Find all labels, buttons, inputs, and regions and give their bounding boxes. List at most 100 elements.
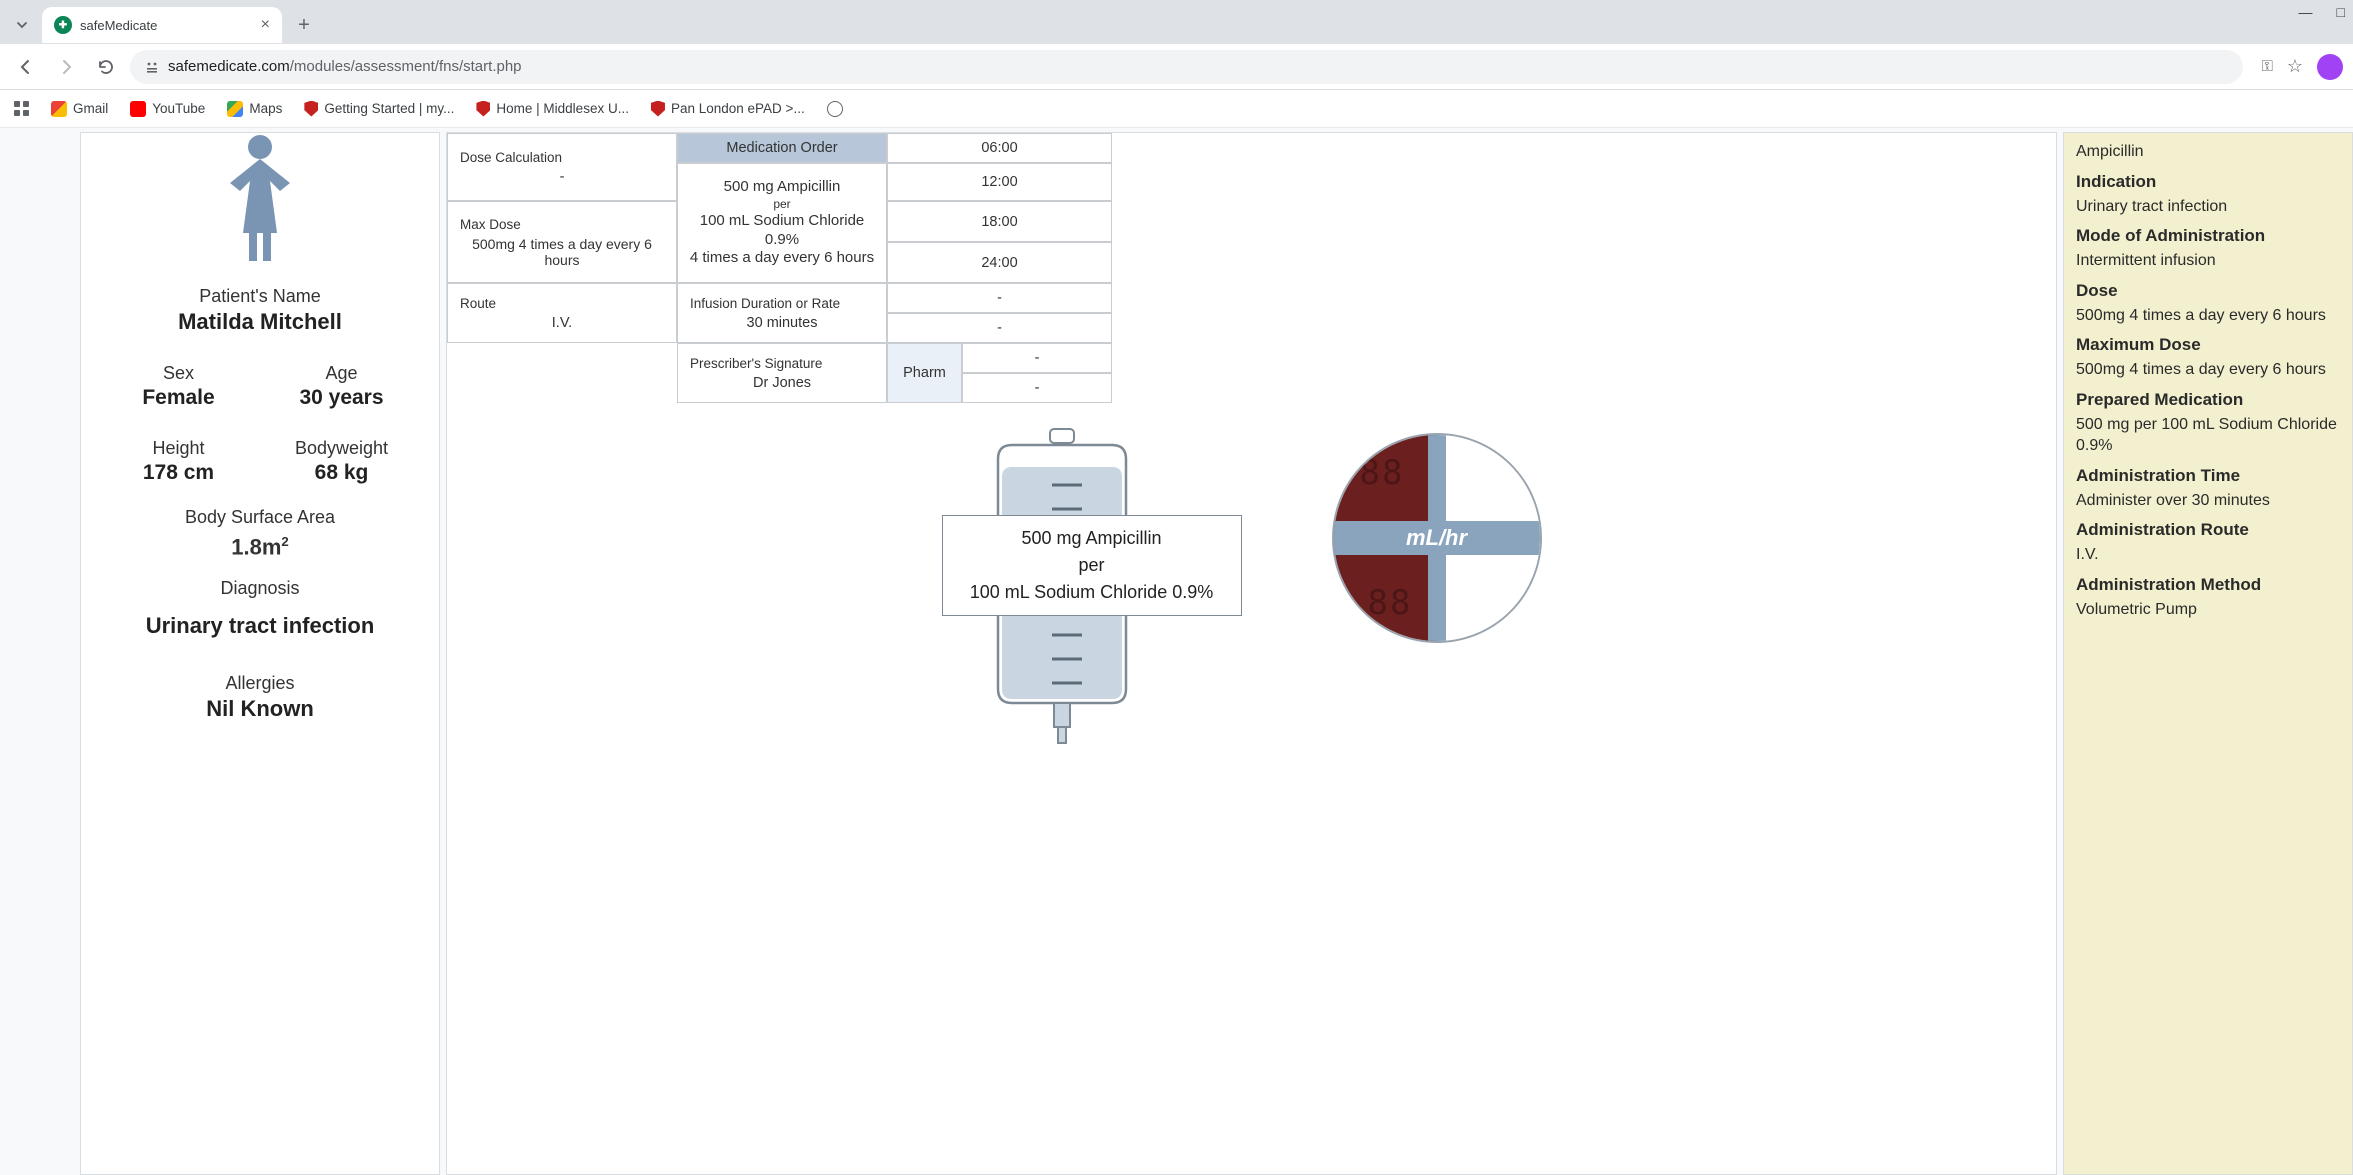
bookmarks-bar: Gmail YouTube Maps Getting Started | my.… [0,90,2353,128]
infusion-area: 500 mg Ampicillin per 100 mL Sodium Chlo… [447,403,2056,760]
apps-button[interactable] [14,101,29,116]
pump-digit-icon: 88 [1360,453,1405,493]
dose-calc-cell: Dose Calculation - [447,133,677,201]
bookmark-label: Getting Started | my... [324,101,454,116]
diagnosis-value: Urinary tract infection [97,613,423,639]
indication-heading: Indication [2076,171,2340,194]
prep-value: 500 mg per 100 mL Sodium Chloride 0.9% [2076,414,2340,457]
time-cell: - [962,373,1112,403]
route-label: Route [456,296,668,311]
favicon-icon: ✚ [54,16,72,34]
max-dose-value: 500mg 4 times a day every 6 hours [456,236,668,268]
maxdose-value: 500mg 4 times a day every 6 hours [2076,359,2340,381]
pump-digit-icon: 88 [1368,583,1413,623]
time-cell: 12:00 [887,163,1112,201]
med-order-header: Medication Order [677,133,887,163]
sex-label: Sex [97,363,260,384]
profile-avatar[interactable] [2317,54,2343,80]
window-controls: — □ [2299,4,2345,20]
drug-info-panel: Ampicillin Indication Urinary tract infe… [2063,132,2353,1175]
gmail-icon [51,101,67,117]
bookmark-maps[interactable]: Maps [227,101,282,117]
bookmark-label: Pan London ePAD >... [671,101,805,116]
admintime-heading: Administration Time [2076,465,2340,488]
mode-value: Intermittent infusion [2076,250,2340,272]
page-content: Patient's Name Matilda Mitchell Sex Fema… [0,128,2353,1175]
minimize-icon[interactable]: — [2299,4,2313,20]
time-cell: - [887,283,1112,313]
iv-bag-label: 500 mg Ampicillin per 100 mL Sodium Chlo… [942,515,1242,616]
infusion-value: 30 minutes [747,315,818,331]
globe-icon [827,101,843,117]
bookmark-getting-started[interactable]: Getting Started | my... [304,101,454,117]
new-tab-button[interactable]: + [290,11,318,39]
medication-order-cell: 500 mg Ampicillin per 100 mL Sodium Chlo… [677,163,887,283]
bookmark-middlesex[interactable]: Home | Middlesex U... [476,101,629,117]
bookmark-label: Maps [249,101,282,116]
reload-button[interactable] [90,51,122,83]
time-cell: 06:00 [887,133,1112,163]
tab-search-dropdown[interactable] [8,11,36,39]
max-dose-cell: Max Dose 500mg 4 times a day every 6 hou… [447,201,677,283]
bookmark-youtube[interactable]: YouTube [130,101,205,117]
tab-strip: ✚ safeMedicate × + — □ [0,0,2353,44]
shield-icon [476,101,490,117]
dose-calc-label: Dose Calculation [456,150,668,165]
med-line: 500 mg Ampicillin [724,178,841,197]
time-cell: 24:00 [887,242,1112,283]
tab-title: safeMedicate [80,18,157,33]
patient-name-label: Patient's Name [97,286,423,307]
mode-heading: Mode of Administration [2076,225,2340,248]
bsa-value: 1.8m2 [97,534,423,560]
sex-value: Female [97,386,260,410]
close-tab-icon[interactable]: × [261,16,270,34]
patient-name: Matilda Mitchell [97,309,423,335]
medication-order-table: Medication Order Dose Calculation - 06:0… [447,133,2056,403]
admintime-value: Administer over 30 minutes [2076,490,2340,512]
time-cell: - [887,313,1112,343]
time-cell: 18:00 [887,201,1112,242]
password-icon[interactable]: ⚿ [2261,58,2272,75]
bag-label-line: 500 mg Ampicillin [957,528,1227,549]
pump-dial[interactable]: 88 88 mL/hr [1332,433,1542,643]
bookmark-gmail[interactable]: Gmail [51,101,108,117]
method-value: Volumetric Pump [2076,599,2340,621]
height-label: Height [97,438,260,459]
allergies-label: Allergies [97,673,423,694]
dose-value: 500mg 4 times a day every 6 hours [2076,305,2340,327]
patient-panel: Patient's Name Matilda Mitchell Sex Fema… [80,132,440,1175]
browser-tab[interactable]: ✚ safeMedicate × [42,7,282,43]
age-value: 30 years [260,386,423,410]
prep-heading: Prepared Medication [2076,389,2340,412]
med-line: 100 mL Sodium Chloride 0.9% [686,212,878,250]
iv-bag[interactable]: 500 mg Ampicillin per 100 mL Sodium Chlo… [962,427,1272,750]
maps-icon [227,101,243,117]
site-settings-icon [144,59,160,75]
prescriber-label: Prescriber's Signature [686,356,878,371]
prescriber-value: Dr Jones [753,375,811,391]
route-value: I.V. [552,315,572,331]
infusion-label: Infusion Duration or Rate [686,296,878,311]
shield-icon [304,101,318,117]
time-cell: - [962,343,1112,373]
forward-button[interactable] [50,51,82,83]
max-dose-label: Max Dose [456,217,668,232]
bookmark-globe[interactable] [827,101,843,117]
back-button[interactable] [10,51,42,83]
bookmark-label: YouTube [152,101,205,116]
infusion-cell: Infusion Duration or Rate 30 minutes [677,283,887,343]
maximize-icon[interactable]: □ [2337,4,2345,20]
bookmark-epad[interactable]: Pan London ePAD >... [651,101,805,117]
height-value: 178 cm [97,461,260,485]
bookmark-star-icon[interactable]: ☆ [2287,56,2303,77]
route-heading: Administration Route [2076,519,2340,542]
bsa-label: Body Surface Area [97,507,423,528]
method-heading: Administration Method [2076,574,2340,597]
drug-name: Ampicillin [2076,141,2340,163]
url-text: safemedicate.com/modules/assessment/fns/… [168,58,522,75]
address-bar[interactable]: safemedicate.com/modules/assessment/fns/… [130,50,2243,84]
allergies-value: Nil Known [97,696,423,722]
route-cell: Route I.V. [447,283,677,343]
patient-figure-icon [185,133,335,273]
dose-calc-value: - [560,169,565,185]
